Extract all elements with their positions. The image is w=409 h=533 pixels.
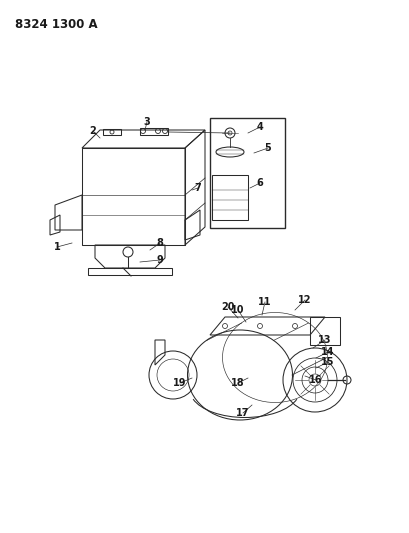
Text: 13: 13	[317, 335, 331, 345]
Text: 19: 19	[173, 378, 186, 388]
Text: 10: 10	[231, 305, 244, 315]
Text: 5: 5	[264, 143, 271, 153]
Text: 4: 4	[256, 122, 263, 132]
Text: 18: 18	[231, 378, 244, 388]
Bar	[211, 175, 247, 220]
Text: 6: 6	[256, 178, 263, 188]
Text: 8324 1300 A: 8324 1300 A	[15, 18, 97, 31]
Bar	[103, 129, 121, 135]
Bar	[209, 118, 284, 228]
Text: 3: 3	[143, 117, 150, 127]
Text: 11: 11	[258, 297, 271, 307]
Text: 7: 7	[194, 183, 201, 193]
Text: 20: 20	[221, 302, 234, 312]
Text: 16: 16	[308, 375, 322, 385]
Bar	[139, 128, 168, 135]
Text: 17: 17	[236, 408, 249, 418]
Text: 2: 2	[90, 126, 96, 136]
Text: 1: 1	[54, 242, 60, 252]
Text: 8: 8	[156, 238, 163, 248]
Text: 12: 12	[297, 295, 311, 305]
Text: 15: 15	[321, 357, 334, 367]
Text: 9: 9	[156, 255, 163, 265]
Text: 14: 14	[321, 347, 334, 357]
